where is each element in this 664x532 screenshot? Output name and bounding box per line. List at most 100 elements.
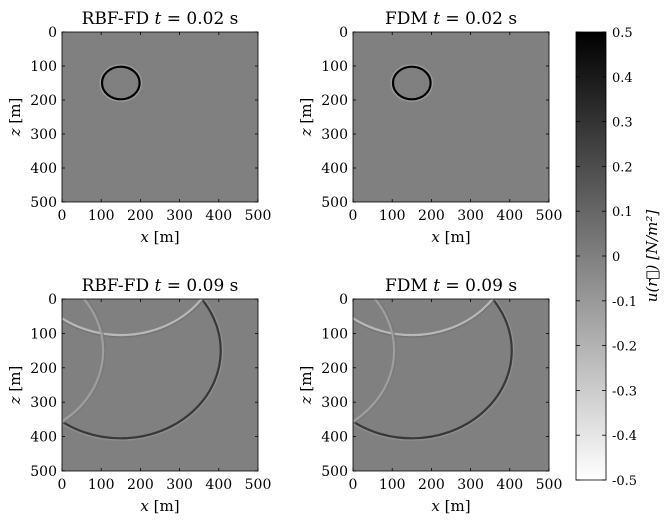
wavefront-halo bbox=[353, 299, 514, 441]
y-tick-label: 0 bbox=[339, 25, 348, 41]
x-tick-label: 0 bbox=[349, 208, 358, 224]
panel-title: RBF-FD t = 0.09 s bbox=[82, 276, 239, 296]
wavefront-direct bbox=[62, 299, 222, 440]
y-tick-label: 100 bbox=[321, 59, 348, 75]
axes-box bbox=[61, 31, 259, 203]
x-tick-label: 100 bbox=[88, 208, 115, 224]
y-tick-label: 500 bbox=[321, 464, 348, 480]
x-tick-label: 500 bbox=[245, 477, 272, 493]
colorbar-tick-label: 0.2 bbox=[612, 160, 633, 175]
y-tick-label: 100 bbox=[321, 326, 348, 342]
y-tick-label: 300 bbox=[321, 127, 348, 143]
y-axis-label: z [m] bbox=[6, 98, 24, 138]
x-tick-label: 300 bbox=[457, 208, 484, 224]
x-tick-label: 200 bbox=[127, 477, 154, 493]
y-tick-label: 100 bbox=[30, 326, 57, 342]
y-tick-label: 500 bbox=[30, 464, 57, 480]
y-tick-label: 200 bbox=[30, 361, 57, 377]
x-axis-label: x [m] bbox=[431, 228, 470, 246]
wavefront-halo bbox=[390, 64, 433, 102]
y-tick-label: 200 bbox=[321, 361, 348, 377]
wavefront-halo bbox=[62, 299, 223, 441]
wavefront-reflection-left bbox=[62, 299, 105, 423]
x-tick-label: 100 bbox=[88, 477, 115, 493]
panel-title: RBF-FD t = 0.02 s bbox=[82, 9, 239, 29]
y-tick-label: 200 bbox=[321, 93, 348, 109]
y-tick-label: 300 bbox=[321, 395, 348, 411]
colorbar-tick-label: 0.4 bbox=[612, 71, 633, 86]
y-axis-label: z [m] bbox=[6, 366, 24, 406]
x-axis-label: x [m] bbox=[140, 228, 179, 246]
axes-box bbox=[352, 298, 550, 472]
y-tick-label: 300 bbox=[30, 395, 57, 411]
x-tick-label: 500 bbox=[536, 208, 563, 224]
wavefront-halo bbox=[62, 299, 106, 425]
panel-title: FDM t = 0.02 s bbox=[385, 9, 517, 29]
wavefront-reflection-top bbox=[353, 299, 495, 337]
x-axis-label: x [m] bbox=[140, 497, 179, 515]
wavefront-reflection-left bbox=[353, 299, 396, 423]
y-tick-label: 0 bbox=[339, 292, 348, 308]
field-background bbox=[62, 299, 258, 471]
y-tick-label: 400 bbox=[321, 161, 348, 177]
y-tick-label: 200 bbox=[30, 93, 57, 109]
colorbar-tick-label: -0.3 bbox=[612, 384, 637, 399]
y-tick-label: 500 bbox=[321, 195, 348, 211]
axes-box bbox=[352, 31, 550, 203]
x-tick-label: 300 bbox=[166, 477, 193, 493]
colorbar-tick-label: 0.3 bbox=[612, 116, 633, 131]
y-axis-label: z [m] bbox=[297, 366, 315, 406]
x-tick-label: 400 bbox=[496, 477, 523, 493]
x-tick-label: 400 bbox=[496, 208, 523, 224]
x-tick-label: 300 bbox=[166, 208, 193, 224]
x-tick-label: 100 bbox=[379, 477, 406, 493]
field-background bbox=[353, 32, 549, 202]
colorbar-tick-label: -0.4 bbox=[612, 429, 637, 444]
y-tick-label: 100 bbox=[30, 59, 57, 75]
colorbar-label: u(r⃗) [N/m²] bbox=[643, 210, 661, 303]
y-tick-label: 0 bbox=[48, 25, 57, 41]
x-tick-label: 0 bbox=[58, 208, 67, 224]
y-tick-label: 500 bbox=[30, 195, 57, 211]
wavefront-halo bbox=[62, 299, 205, 338]
y-axis-label: z [m] bbox=[297, 98, 315, 138]
colorbar-tick-label: 0.1 bbox=[612, 205, 633, 220]
y-tick-label: 400 bbox=[321, 430, 348, 446]
x-axis-label: x [m] bbox=[431, 497, 470, 515]
x-tick-label: 300 bbox=[457, 477, 484, 493]
colorbar-tick-label: -0.5 bbox=[612, 474, 637, 489]
wavefront-halo bbox=[99, 64, 142, 102]
x-tick-label: 400 bbox=[205, 208, 232, 224]
y-tick-label: 400 bbox=[30, 430, 57, 446]
y-tick-label: 300 bbox=[30, 127, 57, 143]
x-tick-label: 0 bbox=[58, 477, 67, 493]
panel-title: FDM t = 0.09 s bbox=[385, 276, 517, 296]
wavefront-direct bbox=[391, 65, 432, 101]
colorbar-tick-label: 0.5 bbox=[612, 26, 633, 41]
y-tick-label: 400 bbox=[30, 161, 57, 177]
wavefront-direct bbox=[353, 299, 513, 440]
x-tick-label: 100 bbox=[379, 208, 406, 224]
colorbar: 0.5 0.4 0.3 0.2 0.1 0 -0.1 -0.2 -0.3 -0.4 -0.5 u(r⃗… bbox=[575, 26, 661, 489]
wavefront-direct bbox=[100, 65, 141, 101]
x-tick-label: 200 bbox=[418, 208, 445, 224]
y-tick-label: 0 bbox=[48, 292, 57, 308]
wavefront-halo bbox=[353, 299, 496, 338]
x-tick-label: 200 bbox=[127, 208, 154, 224]
x-tick-label: 200 bbox=[418, 477, 445, 493]
axes-box bbox=[61, 298, 259, 472]
colorbar-gradient bbox=[576, 32, 606, 480]
x-tick-label: 0 bbox=[349, 477, 358, 493]
x-tick-label: 500 bbox=[245, 208, 272, 224]
wavefront-reflection-top bbox=[62, 299, 204, 337]
wavefront-halo bbox=[353, 299, 397, 425]
field-background bbox=[62, 32, 258, 202]
colorbar-tick-label: 0 bbox=[612, 250, 620, 265]
x-tick-label: 400 bbox=[205, 477, 232, 493]
field-background bbox=[353, 299, 549, 471]
